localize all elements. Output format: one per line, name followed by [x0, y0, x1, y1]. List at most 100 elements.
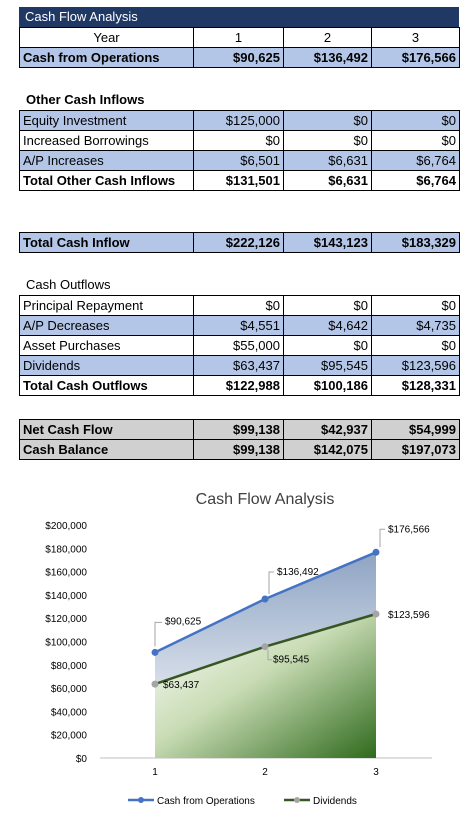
cell-value: $136,492 — [283, 47, 372, 68]
row-label: Asset Purchases — [19, 335, 194, 356]
operations-table: Year 1 2 3 Cash from Operations $90,625 … — [19, 27, 460, 68]
cell-value: $63,437 — [193, 355, 284, 376]
sheet-title: Cash Flow Analysis — [19, 7, 459, 27]
row-label: A/P Increases — [19, 150, 194, 171]
cell-value: $128,331 — [371, 375, 460, 396]
y-tick-label: $40,000 — [51, 707, 88, 718]
net-cash-table: Net Cash Flow $99,138 $42,937 $54,999 Ca… — [19, 419, 460, 460]
cell-value: $122,988 — [193, 375, 284, 396]
cell-value: $143,123 — [283, 232, 372, 253]
y-tick-label: $100,000 — [45, 638, 87, 649]
other-inflows-table: Equity Investment $125,000 $0 $0 Increas… — [19, 110, 460, 191]
table-row: Equity Investment $125,000 $0 $0 — [19, 110, 460, 131]
cell-value: $125,000 — [193, 110, 284, 131]
data-label: $136,492 — [277, 567, 319, 578]
cell-value: $54,999 — [371, 419, 460, 440]
cash-balance-row: Cash Balance $99,138 $142,075 $197,073 — [19, 439, 460, 460]
row-label: Total Cash Outflows — [19, 375, 194, 396]
row-label: Cash Balance — [19, 439, 194, 460]
data-point-dividends — [372, 610, 380, 618]
legend-label: Dividends — [313, 796, 357, 807]
cell-value: $0 — [283, 335, 372, 356]
cell-value: $6,764 — [371, 170, 460, 191]
year-header-row: Year 1 2 3 — [19, 27, 460, 48]
table-row: Dividends $63,437 $95,545 $123,596 — [19, 355, 460, 376]
legend-label: Cash from Operations — [157, 796, 255, 807]
cell-value: $6,631 — [283, 150, 372, 171]
y-tick-label: $20,000 — [51, 731, 88, 742]
table-row: A/P Decreases $4,551 $4,642 $4,735 — [19, 315, 460, 336]
x-tick-label: 2 — [262, 767, 268, 778]
y-tick-label: $60,000 — [51, 684, 88, 695]
net-cash-flow-row: Net Cash Flow $99,138 $42,937 $54,999 — [19, 419, 460, 440]
row-label: Net Cash Flow — [19, 419, 194, 440]
data-point-operations — [151, 648, 159, 656]
cell-value: $4,551 — [193, 315, 284, 336]
cell-value: $99,138 — [193, 439, 284, 460]
y-tick-label: $0 — [76, 754, 88, 765]
row-label: A/P Decreases — [19, 315, 194, 336]
plot-area: $0 $20,000 $40,000 $60,000 $80,000 $100,000 $1… — [45, 521, 432, 807]
cell-value: $222,126 — [193, 232, 284, 253]
data-point-operations — [261, 595, 269, 603]
cell-value: $142,075 — [283, 439, 372, 460]
row-label: Dividends — [19, 355, 194, 376]
cell-value: $197,073 — [371, 439, 460, 460]
other-inflows-title: Other Cash Inflows — [26, 92, 145, 107]
chart-title: Cash Flow Analysis — [196, 491, 335, 508]
cell-value: $0 — [371, 130, 460, 151]
total-row: Total Other Cash Inflows $131,501 $6,631… — [19, 170, 460, 191]
cell-value: $131,501 — [193, 170, 284, 191]
table-row: Principal Repayment $0 $0 $0 — [19, 295, 460, 316]
outflows-table: Principal Repayment $0 $0 $0 A/P Decreas… — [19, 295, 460, 396]
total-row: Total Cash Outflows $122,988 $100,186 $1… — [19, 375, 460, 396]
table-row: Increased Borrowings $0 $0 $0 — [19, 130, 460, 151]
y-tick-label: $80,000 — [51, 661, 88, 672]
cell-value: $99,138 — [193, 419, 284, 440]
total-inflow-table: Total Cash Inflow $222,126 $143,123 $183… — [19, 232, 460, 253]
cell-value: $90,625 — [193, 47, 284, 68]
row-label: Total Cash Inflow — [19, 232, 194, 253]
data-label: $123,596 — [388, 610, 430, 621]
cell-value: $0 — [193, 130, 284, 151]
cell-value: $6,501 — [193, 150, 284, 171]
data-label: $95,545 — [273, 655, 310, 666]
y-tick-label: $200,000 — [45, 521, 87, 532]
cell-value: $0 — [283, 130, 372, 151]
cash-from-operations-row: Cash from Operations $90,625 $136,492 $1… — [19, 47, 460, 68]
cell-value: $100,186 — [283, 375, 372, 396]
data-label-leader — [379, 528, 385, 548]
cell-value: $6,764 — [371, 150, 460, 171]
series-area-dividends — [155, 614, 376, 758]
year-2: 2 — [283, 27, 372, 48]
table-row: A/P Increases $6,501 $6,631 $6,764 — [19, 150, 460, 171]
data-point-dividends — [261, 643, 269, 651]
y-tick-label: $180,000 — [45, 544, 87, 555]
row-label: Cash from Operations — [19, 47, 194, 68]
year-label: Year — [19, 27, 194, 48]
cell-value: $0 — [371, 110, 460, 131]
total-row: Total Cash Inflow $222,126 $143,123 $183… — [19, 232, 460, 253]
data-label: $176,566 — [388, 524, 430, 535]
y-tick-label: $120,000 — [45, 614, 87, 625]
data-label-leader — [268, 571, 274, 594]
outflows-title: Cash Outflows — [26, 277, 111, 292]
cell-value: $183,329 — [371, 232, 460, 253]
cell-value: $95,545 — [283, 355, 372, 376]
y-tick-label: $140,000 — [45, 591, 87, 602]
data-label-leader — [154, 621, 162, 647]
table-row: Asset Purchases $55,000 $0 $0 — [19, 335, 460, 356]
cell-value: $0 — [371, 295, 460, 316]
x-tick-label: 3 — [373, 767, 379, 778]
data-point-dividends — [151, 680, 159, 688]
cell-value: $176,566 — [371, 47, 460, 68]
y-tick-label: $160,000 — [45, 568, 87, 579]
legend-marker-dividends — [294, 797, 300, 803]
row-label: Increased Borrowings — [19, 130, 194, 151]
cash-flow-chart: Cash Flow Analysis $0 $20,000 $40,000 $60,0… — [45, 491, 432, 807]
cell-value: $0 — [371, 335, 460, 356]
cell-value: $0 — [193, 295, 284, 316]
cell-value: $4,642 — [283, 315, 372, 336]
cell-value: $42,937 — [283, 419, 372, 440]
cell-value: $4,735 — [371, 315, 460, 336]
